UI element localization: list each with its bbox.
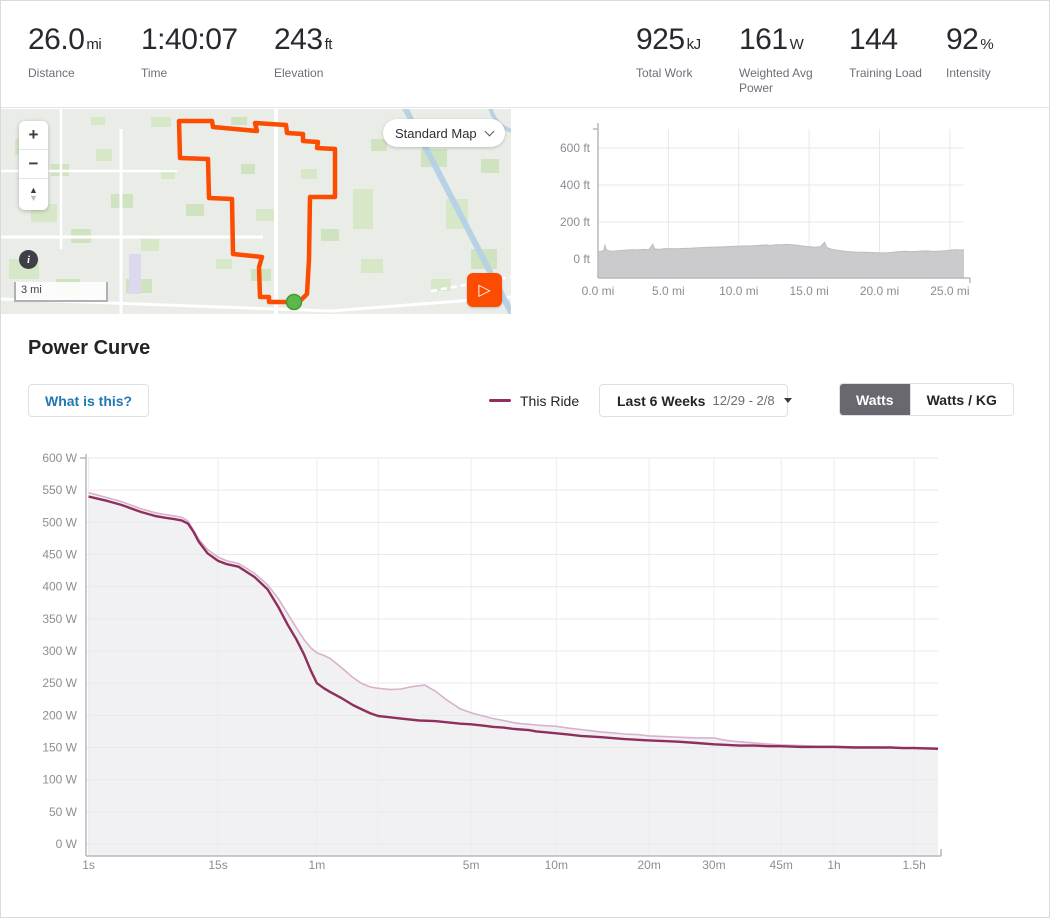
svg-text:200 ft: 200 ft	[560, 215, 591, 229]
stat-time: 1:40:07 Time	[141, 23, 240, 81]
svg-text:300 W: 300 W	[42, 644, 77, 658]
svg-text:1s: 1s	[82, 858, 95, 872]
map-scale-bar: 3 mi	[14, 282, 108, 302]
stat-unit: ft	[324, 36, 333, 53]
svg-text:45m: 45m	[770, 858, 793, 872]
stat-label: Training Load	[849, 66, 922, 80]
svg-text:10.0 mi: 10.0 mi	[719, 284, 758, 298]
svg-text:450 W: 450 W	[42, 548, 77, 562]
stat-value: 925	[636, 23, 685, 56]
svg-text:0.0 mi: 0.0 mi	[582, 284, 615, 298]
compare-date-range: 12/29 - 2/8	[712, 393, 775, 408]
route-map[interactable]: + − ▲ ▼ Standard Map i 3 mi ▷	[1, 109, 511, 314]
what-is-this-button[interactable]: What is this?	[28, 384, 150, 417]
stat-label: Total Work	[636, 66, 693, 80]
svg-text:30m: 30m	[702, 858, 725, 872]
this-ride-legend: This Ride	[489, 384, 579, 417]
this-ride-label: This Ride	[520, 392, 580, 409]
elevation-profile[interactable]: 0 ft 200 ft 400 ft 600 ft 0.0 mi 5.0 mi 10.0 m…	[511, 109, 1050, 314]
zoom-in-button[interactable]: +	[19, 121, 48, 150]
svg-text:15s: 15s	[208, 858, 227, 872]
stat-total-work: 925 kJ Total Work	[636, 23, 701, 81]
stat-elevation: 243 ft Elevation	[274, 23, 332, 81]
svg-text:350 W: 350 W	[42, 612, 77, 626]
stats-bar: 26.0 mi Distance 1:40:07 Time 243 ft Eleva…	[1, 1, 1049, 108]
watts-per-kg-toggle-button[interactable]: Watts / KG	[909, 384, 1013, 415]
map-style-label: Standard Map	[395, 125, 477, 141]
svg-text:50 W: 50 W	[49, 805, 78, 819]
stat-weighted-avg-power: 161 W Weighted Avg Power	[739, 23, 831, 96]
stat-label: Time	[141, 66, 168, 80]
stat-unit: W	[789, 36, 804, 53]
compare-label: Last 6 Weeks	[617, 392, 706, 409]
svg-text:600 ft: 600 ft	[560, 141, 591, 155]
stat-unit: mi	[86, 36, 102, 53]
stat-unit: kJ	[686, 36, 702, 53]
stat-distance: 26.0 mi Distance	[28, 23, 102, 81]
svg-text:100 W: 100 W	[42, 773, 77, 787]
stat-value: 92	[946, 23, 979, 56]
stat-label: Elevation	[274, 66, 324, 80]
stat-intensity: 92% Intensity	[946, 23, 994, 81]
stat-unit: %	[980, 36, 994, 53]
stat-training-load: 144 Training Load	[849, 23, 922, 81]
stat-label: Distance	[28, 66, 75, 80]
tilt-down-icon: ▼	[29, 192, 38, 203]
tilt-up-icon: ▲	[29, 185, 38, 196]
map-zoom-control: + − ▲ ▼	[19, 121, 48, 210]
zoom-out-button[interactable]: −	[19, 150, 48, 179]
svg-text:550 W: 550 W	[42, 483, 77, 497]
svg-text:5m: 5m	[463, 858, 480, 872]
svg-text:15.0 mi: 15.0 mi	[789, 284, 828, 298]
stat-value: 243	[274, 23, 323, 56]
svg-text:1m: 1m	[309, 858, 326, 872]
elevation-chart[interactable]: 0 ft 200 ft 400 ft 600 ft 0.0 mi 5.0 mi 10.0 m…	[511, 109, 1050, 314]
stat-value: 1:40:07	[141, 23, 238, 56]
svg-text:1.5h: 1.5h	[902, 858, 925, 872]
map-elevation-strip: + − ▲ ▼ Standard Map i 3 mi ▷ 0 ft 200 ft…	[1, 109, 1049, 314]
svg-text:600 W: 600 W	[42, 451, 77, 465]
watts-toggle-button[interactable]: Watts	[840, 384, 910, 415]
units-toggle: Watts Watts / KG	[839, 383, 1014, 416]
svg-text:150 W: 150 W	[42, 741, 77, 755]
stat-value: 161	[739, 23, 788, 56]
svg-text:5.0 mi: 5.0 mi	[652, 284, 685, 298]
play-icon: ▷	[478, 282, 491, 299]
stat-value: 26.0	[28, 23, 85, 56]
caret-down-icon	[783, 398, 792, 403]
svg-text:250 W: 250 W	[42, 676, 77, 690]
svg-text:0 W: 0 W	[56, 837, 78, 851]
route-polyline	[176, 118, 338, 311]
stat-label: Intensity	[946, 66, 991, 80]
route-playback-button[interactable]: ▷	[467, 273, 502, 307]
svg-text:25.0 mi: 25.0 mi	[930, 284, 969, 298]
tilt-button[interactable]: ▲ ▼	[19, 179, 48, 210]
svg-text:20m: 20m	[638, 858, 661, 872]
svg-text:200 W: 200 W	[42, 708, 77, 722]
svg-text:10m: 10m	[545, 858, 568, 872]
svg-text:400 W: 400 W	[42, 580, 77, 594]
chevron-down-icon	[484, 126, 495, 136]
stat-label: Weighted Avg Power	[739, 66, 813, 95]
map-style-selector[interactable]: Standard Map	[383, 119, 505, 147]
power-curve-chart[interactable]: 0 W 50 W 100 W 150 W 200 W 250 W 300 W 350 W 400…	[1, 446, 1050, 891]
svg-text:500 W: 500 W	[42, 515, 77, 529]
power-curve-title: Power Curve	[28, 337, 151, 359]
map-info-button[interactable]: i	[19, 250, 38, 269]
compare-range-dropdown[interactable]: Last 6 Weeks 12/29 - 2/8	[599, 384, 792, 417]
svg-text:20.0 mi: 20.0 mi	[860, 284, 899, 298]
stat-value: 144	[849, 23, 898, 56]
svg-text:1h: 1h	[827, 858, 840, 872]
svg-text:0 ft: 0 ft	[573, 252, 590, 266]
svg-text:400 ft: 400 ft	[560, 178, 591, 192]
this-ride-swatch	[489, 399, 511, 402]
